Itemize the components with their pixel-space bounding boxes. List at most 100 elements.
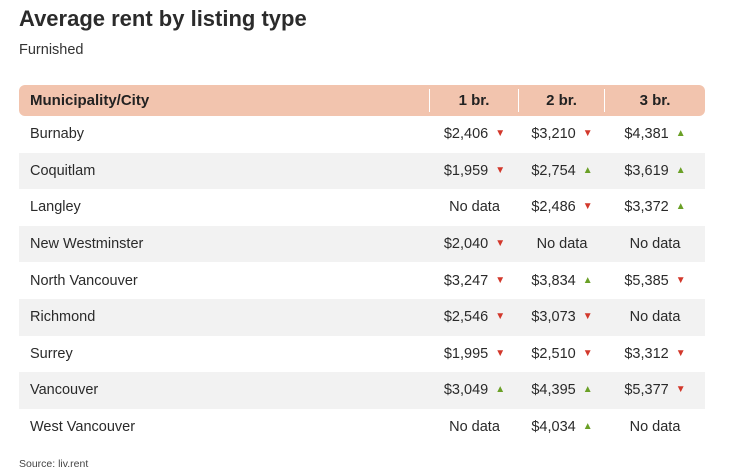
rent-value: $4,395	[531, 382, 576, 399]
triangle-up-icon: ▲	[582, 421, 593, 433]
table-row: North Vancouver $3,247 ▼ $3,834 ▲ $5,385 ▼	[19, 262, 705, 299]
triangle-down-icon: ▼	[582, 347, 593, 359]
city-name: Coquitlam	[30, 162, 96, 179]
rent-value: $3,073	[531, 309, 576, 326]
triangle-down-icon: ▼	[495, 347, 506, 359]
triangle-down-icon: ▼	[495, 311, 506, 323]
city-name: Vancouver	[30, 382, 99, 399]
city-name: Burnaby	[30, 126, 85, 143]
rent-value: $2,486	[531, 199, 576, 216]
rent-cell: No data	[605, 309, 705, 325]
chart-subtitle: Furnished	[19, 42, 84, 58]
rent-value: $5,385	[624, 272, 669, 289]
rent-value: $2,510	[531, 345, 576, 362]
rent-value: $5,377	[624, 382, 669, 399]
triangle-up-icon: ▲	[582, 164, 593, 176]
rent-cell: $2,546 ▼	[430, 309, 519, 325]
rent-cell: $3,834 ▲	[519, 273, 605, 289]
rent-value: No data	[449, 419, 500, 436]
rent-cell: $4,395 ▲	[519, 382, 605, 398]
rent-value: $4,034	[531, 419, 576, 436]
rent-value: $3,372	[624, 199, 669, 216]
triangle-up-icon: ▲	[582, 274, 593, 286]
rent-value: $3,049	[443, 382, 489, 399]
rent-value: $4,381	[624, 126, 669, 143]
rent-cell: $2,510 ▼	[519, 346, 605, 362]
triangle-down-icon: ▼	[495, 238, 506, 250]
rent-value: $3,619	[624, 162, 669, 179]
rent-value: $3,834	[531, 272, 576, 289]
rent-cell: $3,210 ▼	[519, 126, 605, 142]
table-row: Langley No data $2,486 ▼ $3,372 ▲	[19, 189, 705, 226]
rent-cell: $3,312 ▼	[605, 346, 705, 362]
rent-cell: $4,381 ▲	[605, 126, 705, 142]
table-row: Richmond $2,546 ▼ $3,073 ▼ No data	[19, 298, 705, 336]
rent-value: $3,210	[531, 126, 576, 143]
triangle-down-icon: ▼	[675, 274, 686, 286]
rent-value: $2,040	[443, 236, 489, 253]
rent-cell: $5,385 ▼	[605, 273, 705, 289]
rent-value: $2,754	[531, 162, 576, 179]
city-name: Langley	[30, 199, 81, 216]
rent-cell: $2,406 ▼	[430, 126, 519, 142]
header-municipality: Municipality/City	[19, 89, 430, 112]
city-name: New Westminster	[30, 236, 144, 253]
rent-value: No data	[629, 309, 681, 326]
table-row: Coquitlam $1,959 ▼ $2,754 ▲ $3,619 ▲	[19, 152, 705, 190]
rent-cell: No data	[430, 419, 519, 435]
table-row: Surrey $1,995 ▼ $2,510 ▼ $3,312 ▼	[19, 336, 705, 373]
table-row: West Vancouver No data $4,034 ▲ No data	[19, 409, 705, 446]
rent-table: Municipality/City 1 br. 2 br. 3 br. Burn…	[19, 85, 705, 445]
rent-cell: No data	[519, 236, 605, 252]
city-name: North Vancouver	[30, 272, 138, 289]
rent-cell: $2,040 ▼	[430, 236, 519, 252]
table-row: Burnaby $2,406 ▼ $3,210 ▼ $4,381 ▲	[19, 116, 705, 153]
table-row: New Westminster $2,040 ▼ No data No data	[19, 225, 705, 263]
city-name: West Vancouver	[30, 419, 136, 436]
rent-cell: $1,995 ▼	[430, 346, 519, 362]
triangle-down-icon: ▼	[675, 347, 686, 359]
triangle-up-icon: ▲	[495, 384, 506, 396]
triangle-up-icon: ▲	[582, 384, 593, 396]
rent-cell: $2,754 ▲	[519, 163, 605, 179]
rent-cell: No data	[605, 419, 705, 435]
city-name: Richmond	[30, 309, 96, 326]
rent-cell: No data	[430, 199, 519, 215]
header-1br: 1 br.	[430, 89, 519, 112]
source-note: Source: liv.rent	[19, 458, 89, 470]
triangle-down-icon: ▼	[582, 311, 593, 323]
rent-value: No data	[629, 419, 681, 436]
rent-value: No data	[629, 236, 681, 253]
header-2br: 2 br.	[519, 89, 605, 112]
triangle-down-icon: ▼	[675, 384, 686, 396]
triangle-down-icon: ▼	[495, 128, 506, 140]
chart-title: Average rent by listing type	[19, 6, 307, 31]
rent-cell: $3,247 ▼	[430, 273, 519, 289]
rent-cell: $3,372 ▲	[605, 199, 705, 215]
rent-value: $1,995	[443, 345, 489, 362]
triangle-down-icon: ▼	[495, 274, 506, 286]
rent-value: $2,406	[443, 126, 489, 143]
rent-cell: $3,049 ▲	[430, 382, 519, 398]
rent-cell: $2,486 ▼	[519, 199, 605, 215]
rent-cell: $3,619 ▲	[605, 163, 705, 179]
table-row: Vancouver $3,049 ▲ $4,395 ▲ $5,377 ▼	[19, 372, 705, 409]
rent-value: $3,312	[624, 345, 669, 362]
triangle-up-icon: ▲	[675, 164, 686, 176]
triangle-up-icon: ▲	[675, 201, 686, 213]
rent-cell: $3,073 ▼	[519, 309, 605, 325]
header-3br: 3 br.	[639, 92, 671, 109]
city-name: Surrey	[30, 345, 73, 362]
rent-value: No data	[536, 236, 588, 253]
rent-cell: $5,377 ▼	[605, 382, 705, 398]
rent-value: $3,247	[443, 272, 489, 289]
table-body: Burnaby $2,406 ▼ $3,210 ▼ $4,381 ▲ Coquitlam $1,…	[19, 116, 705, 445]
rent-cell: $1,959 ▼	[430, 163, 519, 179]
table-header: Municipality/City 1 br. 2 br. 3 br.	[19, 85, 705, 116]
rent-value: $2,546	[443, 309, 489, 326]
rent-cell: $4,034 ▲	[519, 419, 605, 435]
triangle-down-icon: ▼	[582, 201, 593, 213]
triangle-down-icon: ▼	[582, 128, 593, 140]
triangle-down-icon: ▼	[495, 164, 506, 176]
rent-value: $1,959	[443, 162, 489, 179]
